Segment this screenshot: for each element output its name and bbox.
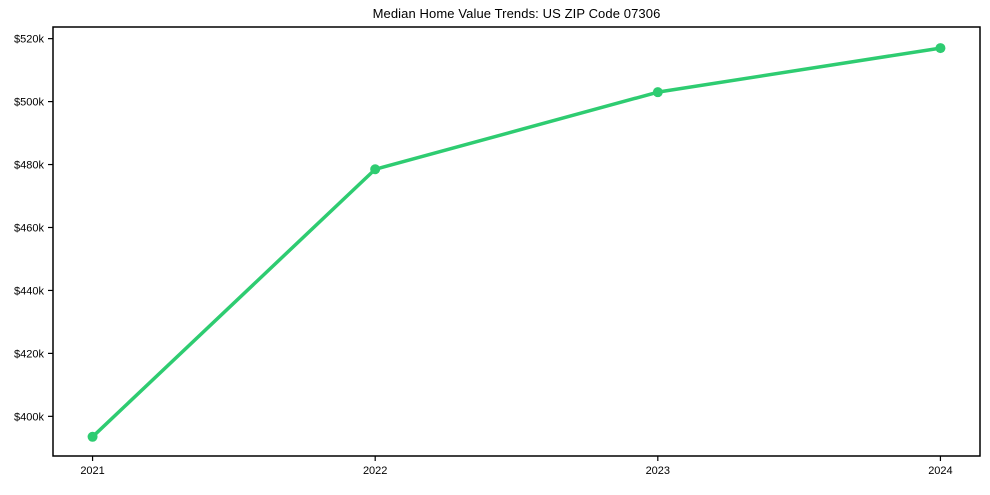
data-point — [652, 87, 663, 98]
y-axis-tick-label: $440k — [14, 285, 44, 297]
y-axis-tick-label: $420k — [14, 348, 44, 360]
y-axis-tick-label: $400k — [14, 411, 44, 423]
x-axis-tick-label: 2023 — [646, 465, 670, 477]
y-axis-tick-label: $500k — [14, 97, 44, 109]
chart-title: Median Home Value Trends: US ZIP Code 07… — [372, 6, 661, 21]
x-axis-tick-label: 2021 — [80, 465, 104, 477]
trend-line — [90, 46, 943, 439]
x-axis-tick-label: 2022 — [363, 465, 387, 477]
y-axis-tick-label: $520k — [14, 34, 44, 46]
data-point — [935, 43, 946, 54]
x-axis-tick-label: 2024 — [928, 465, 952, 477]
plot-border — [52, 26, 981, 457]
y-axis-tick-label: $480k — [14, 160, 44, 172]
data-point — [87, 431, 98, 442]
data-point — [370, 164, 381, 175]
y-axis-tick-label: $460k — [14, 222, 44, 234]
